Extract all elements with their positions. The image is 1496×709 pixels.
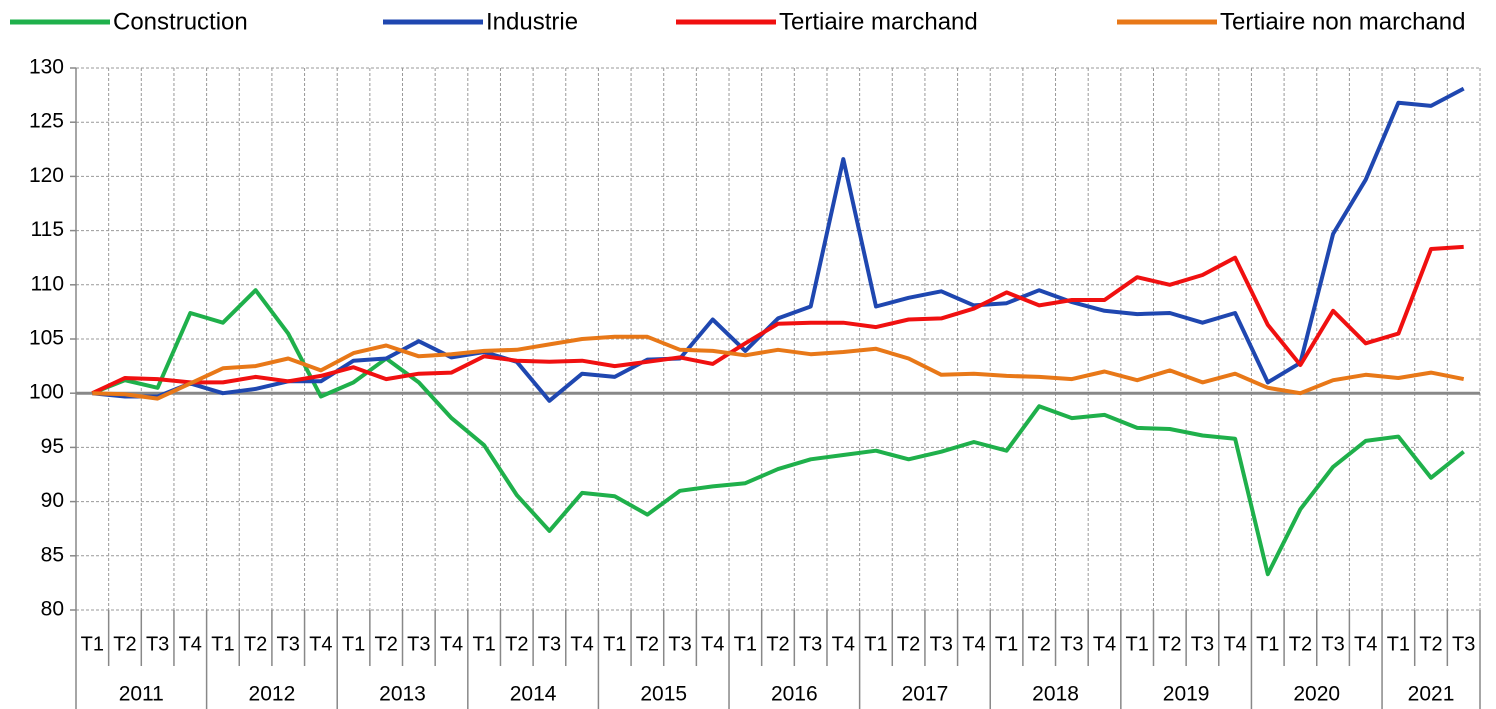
series-line xyxy=(91,244,1464,396)
y-tick-label: 110 xyxy=(31,272,64,295)
year-label: 2021 xyxy=(1408,683,1455,706)
x-tick-label: T3 xyxy=(146,633,169,655)
x-tick-label: T4 xyxy=(1093,633,1116,655)
x-tick-label: T3 xyxy=(407,633,430,655)
x-tick-label: T4 xyxy=(1354,633,1377,655)
x-tick-label: T2 xyxy=(244,633,267,655)
x-tick-label: T1 xyxy=(864,633,887,655)
series-line xyxy=(92,334,1465,401)
x-tick-label: T3 xyxy=(1191,633,1214,655)
x-tick-label: T2 xyxy=(1158,633,1181,655)
x-tick-label: T2 xyxy=(636,633,659,655)
x-tick-label: T2 xyxy=(766,633,789,655)
year-label: 2019 xyxy=(1163,683,1210,706)
y-tick-label: 105 xyxy=(29,327,64,350)
year-label: 2016 xyxy=(771,683,818,706)
year-label: 2012 xyxy=(249,683,296,706)
x-tick-label: T2 xyxy=(1289,633,1312,655)
series-line xyxy=(91,288,1465,577)
y-tick-label: 115 xyxy=(31,218,64,241)
x-tick-label: T3 xyxy=(277,633,300,655)
x-tick-label: T3 xyxy=(1060,633,1083,655)
y-tick-label: 120 xyxy=(29,164,64,187)
x-tick-label: T2 xyxy=(1419,633,1442,655)
y-tick-label: 95 xyxy=(41,435,64,458)
year-label: 2018 xyxy=(1032,683,1079,706)
year-label: 2014 xyxy=(510,683,557,706)
x-tick-label: T2 xyxy=(505,633,528,655)
x-tick-label: T1 xyxy=(1125,633,1148,655)
x-tick-label: T2 xyxy=(375,633,398,655)
x-tick-label: T1 xyxy=(1387,633,1410,655)
x-tick-label: T4 xyxy=(701,633,724,655)
x-tick-label: T1 xyxy=(211,633,234,655)
y-tick-label: 125 xyxy=(29,110,64,133)
year-label: 2011 xyxy=(119,683,164,706)
legend-label: Industrie xyxy=(486,8,578,35)
x-tick-label: T2 xyxy=(113,633,136,655)
x-tick-label: T3 xyxy=(1321,633,1344,655)
x-tick-label: T3 xyxy=(668,633,691,655)
x-tick-label: T4 xyxy=(309,633,332,655)
x-tick-label: T1 xyxy=(995,633,1018,655)
x-tick-label: T3 xyxy=(930,633,953,655)
x-tick-label: T2 xyxy=(1028,633,1051,655)
x-tick-label: T3 xyxy=(538,633,561,655)
x-tick-label: T1 xyxy=(81,633,104,655)
x-tick-label: T1 xyxy=(472,633,495,655)
x-tick-label: T3 xyxy=(1452,633,1475,655)
x-tick-label: T3 xyxy=(799,633,822,655)
x-tick-label: T4 xyxy=(179,633,202,655)
year-label: 2020 xyxy=(1293,683,1340,706)
year-label: 2017 xyxy=(902,683,949,706)
x-tick-label: T4 xyxy=(570,633,593,655)
legend-label: Tertiaire marchand xyxy=(779,8,978,35)
y-tick-label: 100 xyxy=(29,381,64,404)
y-tick-label: 80 xyxy=(41,598,64,621)
year-label: 2015 xyxy=(640,683,687,706)
x-tick-label: T4 xyxy=(1223,633,1246,655)
x-tick-label: T1 xyxy=(1256,633,1279,655)
y-tick-label: 85 xyxy=(41,543,64,566)
legend-label: Tertiaire non marchand xyxy=(1220,8,1465,35)
x-tick-label: T4 xyxy=(962,633,985,655)
x-tick-label: T4 xyxy=(832,633,855,655)
x-tick-label: T4 xyxy=(440,633,463,655)
series-line xyxy=(92,86,1465,403)
x-tick-label: T1 xyxy=(603,633,626,655)
x-tick-label: T1 xyxy=(342,633,365,655)
x-tick-label: T1 xyxy=(734,633,757,655)
legend-label: Construction xyxy=(113,8,248,35)
y-tick-label: 90 xyxy=(41,489,64,512)
x-tick-label: T2 xyxy=(897,633,920,655)
year-label: 2013 xyxy=(379,683,426,706)
y-tick-label: 130 xyxy=(29,56,64,79)
